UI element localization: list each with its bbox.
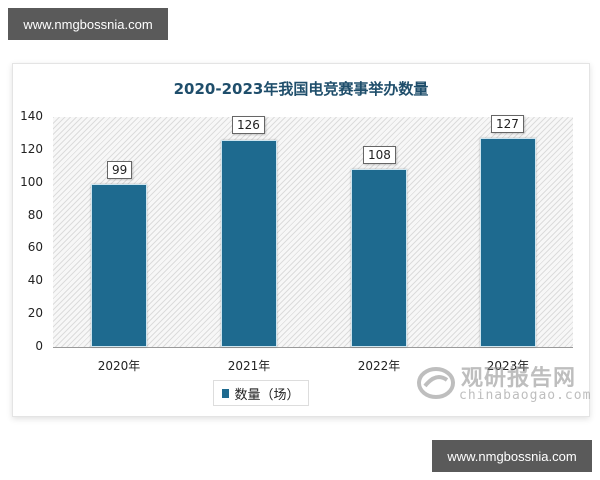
data-label-2020: 99 <box>107 161 133 179</box>
x-tick-2022: 2022年 <box>357 359 401 373</box>
logo-swirl-icon <box>417 367 455 399</box>
legend-label: 数量（场） <box>234 387 300 403</box>
data-label-2023: 127 <box>491 115 524 133</box>
legend: 数量（场） <box>213 380 309 406</box>
source-logo: 观研报告网 chinabaogao.com <box>413 360 590 408</box>
data-label-2022: 108 <box>363 146 396 164</box>
data-label-2021: 126 <box>232 116 265 134</box>
chart-card: 2020-2023年我国电竞赛事举办数量 140 120 100 80 60 4… <box>12 63 590 417</box>
x-tick-2021: 2021年 <box>227 359 271 373</box>
y-tick-120: 120 <box>20 142 43 156</box>
y-tick-60: 60 <box>27 240 43 254</box>
watermark-top: www.nmgbossnia.com <box>8 8 168 40</box>
bar-2022 <box>351 169 407 347</box>
watermark-bottom: www.nmgbossnia.com <box>432 440 592 472</box>
y-tick-40: 40 <box>27 273 43 287</box>
chart-title: 2020-2023年我国电竞赛事举办数量 <box>173 80 429 98</box>
x-tick-2023: 2023年 <box>486 359 530 373</box>
bar-2020 <box>91 184 147 347</box>
y-tick-80: 80 <box>27 208 43 222</box>
logo-cn-text: 观研报告网 <box>461 366 577 391</box>
legend-swatch-icon <box>222 388 230 398</box>
y-tick-100: 100 <box>20 175 43 189</box>
y-tick-140: 140 <box>20 109 43 123</box>
y-tick-0: 0 <box>35 339 43 353</box>
bar-2023 <box>480 138 536 347</box>
x-axis-line <box>53 347 573 348</box>
x-tick-2020: 2020年 <box>97 359 141 373</box>
y-tick-20: 20 <box>27 306 43 320</box>
logo-en-text: chinabaogao.com <box>459 388 592 403</box>
bar-2021 <box>221 140 277 347</box>
